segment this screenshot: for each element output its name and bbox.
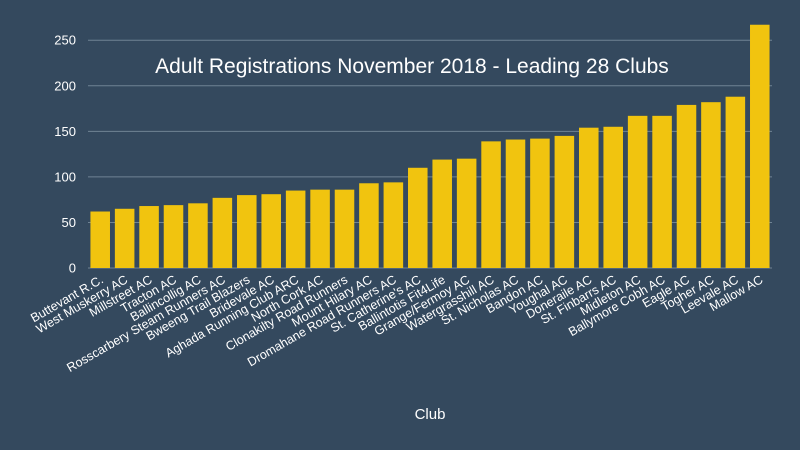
- bar: [188, 203, 208, 268]
- bar: [90, 211, 110, 268]
- bar: [750, 24, 770, 269]
- bar: [505, 139, 526, 268]
- y-tick-label: 150: [54, 124, 76, 139]
- bar: [725, 96, 746, 269]
- bar: [701, 102, 721, 269]
- bar: [652, 115, 672, 268]
- bar: [579, 127, 599, 268]
- bar: [359, 183, 379, 268]
- bar: [383, 182, 404, 268]
- bar: [676, 104, 697, 268]
- bar: [285, 190, 306, 268]
- y-axis-ticks: 0 50 100 150 200 250: [54, 33, 76, 276]
- bar: [481, 141, 501, 268]
- bar: [114, 208, 135, 268]
- y-tick-label: 200: [54, 78, 76, 93]
- bar: [237, 195, 257, 268]
- bar: [139, 206, 159, 268]
- x-axis-ticks: Buttevant R.C.West Muskerry ACMillstreet…: [28, 272, 765, 374]
- bar: [310, 189, 330, 268]
- y-tick-label: 250: [54, 33, 76, 48]
- bar: [456, 158, 477, 268]
- bars: [90, 24, 770, 269]
- chart-title: Adult Registrations November 2018 - Lead…: [155, 55, 669, 78]
- bar: [530, 138, 550, 268]
- y-tick-label: 50: [62, 215, 76, 230]
- y-tick-label: 100: [54, 169, 76, 184]
- bar: [261, 194, 281, 268]
- bar: [627, 115, 648, 268]
- bar: [554, 135, 575, 268]
- bar: [408, 167, 428, 268]
- bar: [212, 197, 233, 268]
- y-tick-label: 0: [69, 261, 76, 276]
- bar: [334, 189, 355, 268]
- bar: [432, 159, 452, 268]
- bar: [603, 126, 623, 268]
- x-axis-label: Club: [415, 406, 446, 423]
- bar: [163, 205, 184, 268]
